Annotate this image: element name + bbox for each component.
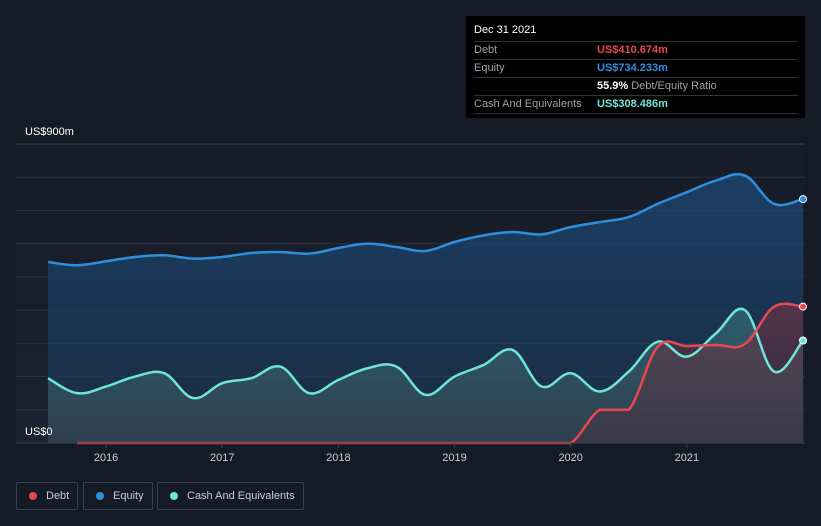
tooltip-row-equity: Equity US$734.233m xyxy=(474,60,798,78)
x-tick-label: 2020 xyxy=(558,452,582,464)
tooltip-equity-label: Equity xyxy=(474,62,505,74)
x-axis-ticks: 2016 2017 2018 2019 2020 2021 xyxy=(94,443,699,464)
equity-line xyxy=(47,172,804,267)
tooltip-row-ratio: 55.9% Debt/Equity Ratio xyxy=(474,78,798,96)
tooltip-ratio-value: 55.9% xyxy=(597,80,629,92)
tooltip-date: Dec 31 2021 xyxy=(474,24,798,42)
tooltip-row-cash: Cash And Equivalents US$308.486m xyxy=(474,96,798,114)
legend-item-equity[interactable]: Equity xyxy=(83,482,153,510)
x-tick-label: 2018 xyxy=(326,452,350,464)
legend-item-cash[interactable]: Cash And Equivalents xyxy=(157,482,304,510)
x-tick-label: 2016 xyxy=(94,452,118,464)
legend-item-debt[interactable]: Debt xyxy=(16,482,78,510)
tooltip: Dec 31 2021 Debt US$410.674m Equity US$7… xyxy=(466,16,805,118)
tooltip-ratio-label: Debt/Equity Ratio xyxy=(631,80,717,92)
y-axis-min-label: US$0 xyxy=(25,426,53,438)
tooltip-debt-value: US$410.674m xyxy=(597,44,668,56)
debt-area xyxy=(77,303,804,443)
debt-dot-icon xyxy=(29,492,37,500)
legend-debt-label: Debt xyxy=(46,490,70,502)
tooltip-equity-value: US$734.233m xyxy=(597,62,668,74)
x-tick-label: 2017 xyxy=(210,452,234,464)
x-tick-label: 2019 xyxy=(442,452,466,464)
cash-dot-icon xyxy=(170,492,178,500)
legend-equity-label: Equity xyxy=(113,490,144,502)
equity-end-marker xyxy=(799,195,807,204)
legend-cash-label: Cash And Equivalents xyxy=(187,490,295,502)
debt-end-marker xyxy=(799,302,807,311)
tooltip-row-debt: Debt US$410.674m xyxy=(474,42,798,60)
tooltip-debt-label: Debt xyxy=(474,44,498,56)
x-tick-label: 2021 xyxy=(675,452,699,464)
equity-area xyxy=(48,174,803,443)
equity-dot-icon xyxy=(96,492,104,500)
end-markers xyxy=(799,195,807,345)
cash-end-marker xyxy=(799,336,807,345)
y-axis-max-label: US$900m xyxy=(25,126,74,138)
tooltip-cash-label: Cash And Equivalents xyxy=(474,98,582,110)
tooltip-cash-value: US$308.486m xyxy=(597,98,668,110)
cash-line xyxy=(47,307,804,400)
